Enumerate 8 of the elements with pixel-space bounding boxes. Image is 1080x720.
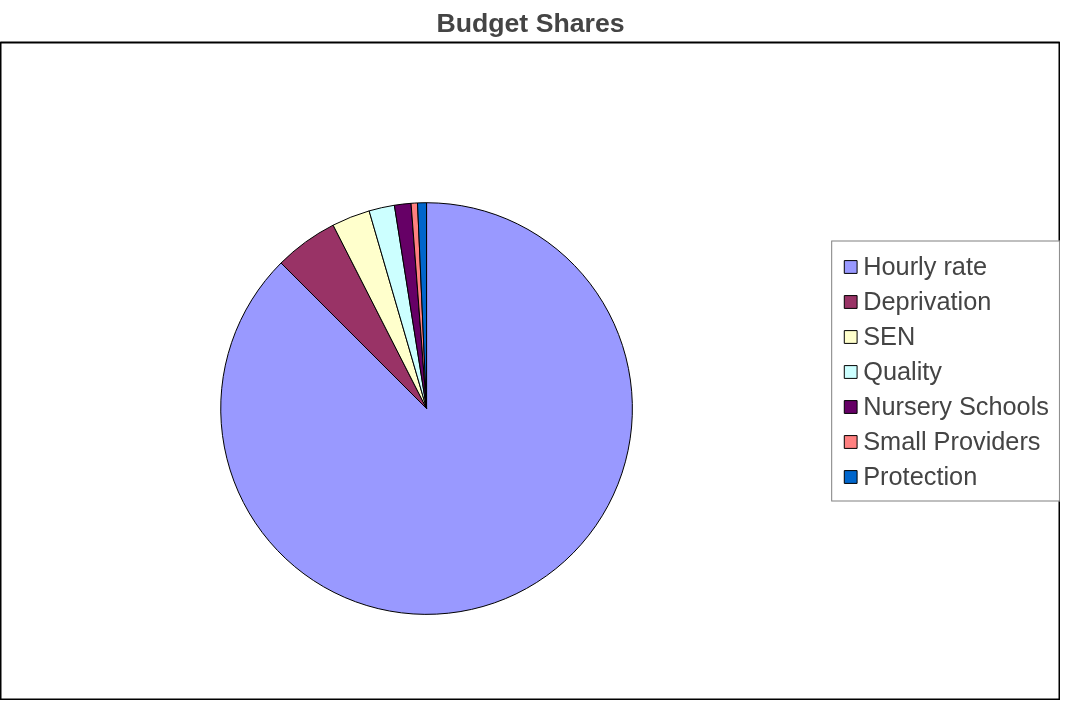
legend-label: SEN [863, 321, 916, 351]
legend-label: Deprivation [863, 286, 992, 316]
legend-label: Protection [863, 461, 978, 491]
chart-title: Budget Shares [436, 7, 625, 38]
legend-label: Small Providers [863, 426, 1041, 456]
legend-label: Quality [863, 356, 943, 386]
legend-label: Hourly rate [863, 251, 988, 281]
legend-label: Nursery Schools [863, 391, 1049, 421]
